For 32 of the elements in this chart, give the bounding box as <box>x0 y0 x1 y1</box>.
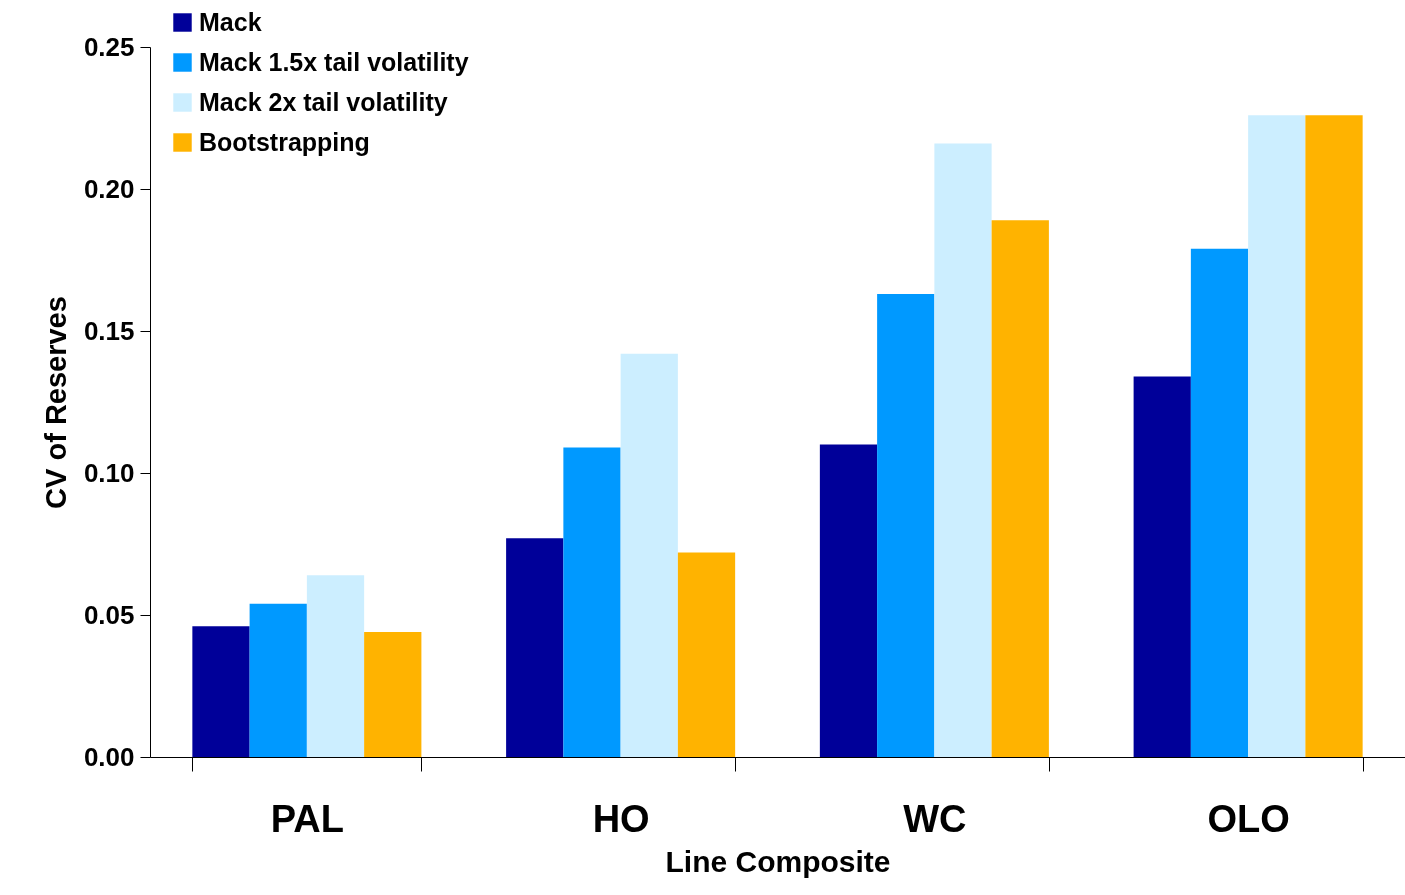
bar <box>991 220 1049 757</box>
y-tick-label: 0.05 <box>83 599 135 630</box>
y-tick-label: 0.10 <box>83 457 135 488</box>
bar <box>1190 248 1249 757</box>
bar <box>934 143 992 757</box>
bar <box>677 552 736 757</box>
bar <box>249 603 307 757</box>
x-tick-label: WC <box>903 797 967 840</box>
bar <box>1248 115 1306 757</box>
y-tick-label: 0.00 <box>83 741 135 772</box>
legend-label: Mack <box>199 7 262 36</box>
legend-label: Mack 1.5x tail volatility <box>199 47 469 76</box>
x-tick-label: OLO <box>1207 797 1290 840</box>
legend-label: Bootstrapping <box>199 127 370 156</box>
y-axis-title: CV of Reserves <box>39 296 72 509</box>
x-axis-title: Line Composite <box>665 844 891 878</box>
bar <box>1133 376 1191 757</box>
bar <box>364 632 422 757</box>
x-tick-label: HO <box>592 797 650 840</box>
y-tick-label: 0.25 <box>83 31 135 62</box>
y-tick-label: 0.20 <box>83 173 135 204</box>
bar <box>1305 115 1363 757</box>
y-tick-label: 0.15 <box>83 315 135 346</box>
x-tick-label: PAL <box>270 797 344 840</box>
bar <box>506 538 564 757</box>
bar <box>819 444 878 757</box>
bar <box>563 447 621 757</box>
bar <box>192 626 250 757</box>
bar <box>877 294 935 757</box>
bar <box>306 575 365 757</box>
legend-label: Mack 2x tail volatility <box>199 87 448 116</box>
bar <box>620 353 678 757</box>
